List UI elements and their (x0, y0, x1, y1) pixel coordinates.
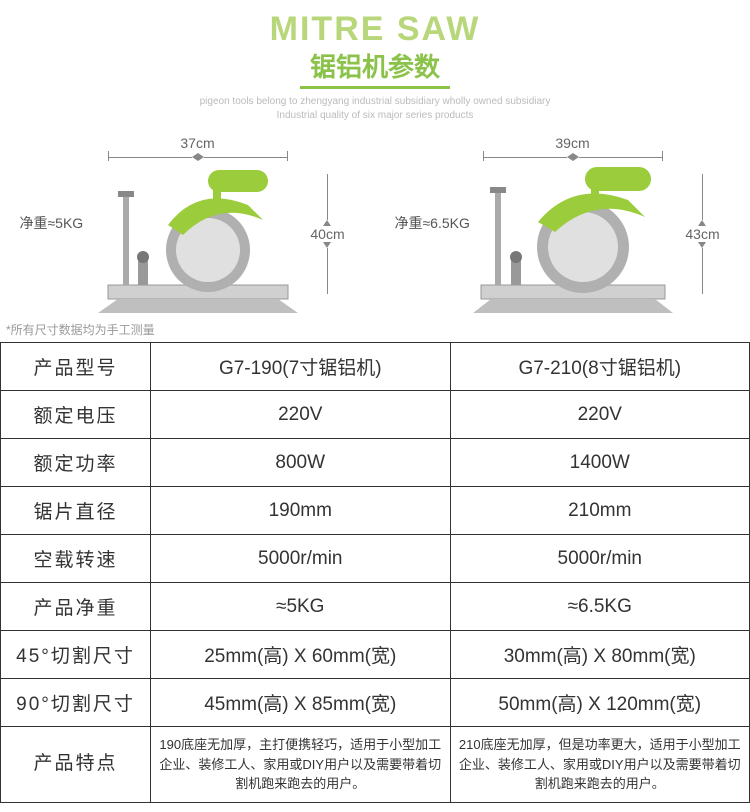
dimension-width-2: 39cm (483, 135, 663, 161)
cell-blade-1: 190mm (151, 487, 451, 535)
label-rpm: 空载转速 (1, 535, 151, 583)
cell-features-1: 190底座无加厚，主打便携轻巧，适用于小型加工企业、装修工人、家用或DIY用户以… (151, 727, 451, 803)
label-cut90: 90°切割尺寸 (1, 679, 151, 727)
title-chinese: 锯铝机参数 (300, 47, 450, 89)
width-label-1: 37cm (180, 135, 214, 151)
cell-weight-1: ≈5KG (151, 583, 451, 631)
row-rpm: 空载转速 5000r/min 5000r/min (1, 535, 750, 583)
cell-power-1: 800W (151, 439, 451, 487)
product-diagram-2: 39cm 净重≈6.5KG 43cm (393, 135, 733, 315)
cell-cut45-1: 25mm(高) X 60mm(宽) (151, 631, 451, 679)
height-label-2: 43cm (685, 226, 719, 242)
cell-rpm-1: 5000r/min (151, 535, 451, 583)
height-label-1: 40cm (310, 226, 344, 242)
saw-illustration-2 (473, 165, 673, 315)
cell-rpm-2: 5000r/min (450, 535, 750, 583)
cell-model-2: G7-210(8寸锯铝机) (450, 343, 750, 391)
row-cut45: 45°切割尺寸 25mm(高) X 60mm(宽) 30mm(高) X 80mm… (1, 631, 750, 679)
row-voltage: 额定电压 220V 220V (1, 391, 750, 439)
title-english: MITRE SAW (0, 10, 750, 49)
subtitle-line-1: pigeon tools belong to zhengyang industr… (0, 95, 750, 109)
row-features: 产品特点 190底座无加厚，主打便携轻巧，适用于小型加工企业、装修工人、家用或D… (1, 727, 750, 803)
label-voltage: 额定电压 (1, 391, 151, 439)
disclaimer: *所有尺寸数据均为手工测量 (0, 319, 750, 342)
row-model: 产品型号 G7-190(7寸锯铝机) G7-210(8寸锯铝机) (1, 343, 750, 391)
cell-blade-2: 210mm (450, 487, 750, 535)
subtitle-line-2: Industrial quality of six major series p… (0, 109, 750, 123)
width-label-2: 39cm (555, 135, 589, 151)
cell-voltage-1: 220V (151, 391, 451, 439)
label-model: 产品型号 (1, 343, 151, 391)
cell-weight-2: ≈6.5KG (450, 583, 750, 631)
dimension-width-1: 37cm (108, 135, 288, 161)
product-diagrams: 37cm 净重≈5KG 40cm 39cm 净重≈6.5KG (0, 135, 750, 315)
label-cut45: 45°切割尺寸 (1, 631, 151, 679)
header: MITRE SAW 锯铝机参数 pigeon tools belong to z… (0, 0, 750, 127)
weight-label-2: 净重≈6.5KG (395, 213, 470, 233)
label-weight: 产品净重 (1, 583, 151, 631)
subtitle: pigeon tools belong to zhengyang industr… (0, 95, 750, 123)
row-weight: 产品净重 ≈5KG ≈6.5KG (1, 583, 750, 631)
cell-voltage-2: 220V (450, 391, 750, 439)
weight-label-1: 净重≈5KG (20, 213, 84, 233)
row-power: 额定功率 800W 1400W (1, 439, 750, 487)
cell-cut90-1: 45mm(高) X 85mm(宽) (151, 679, 451, 727)
dimension-height-2: 43cm (681, 163, 725, 305)
cell-power-2: 1400W (450, 439, 750, 487)
cell-model-1: G7-190(7寸锯铝机) (151, 343, 451, 391)
cell-features-2: 210底座无加厚，但是功率更大，适用于小型加工企业、装修工人、家用或DIY用户以… (450, 727, 750, 803)
row-blade: 锯片直径 190mm 210mm (1, 487, 750, 535)
product-diagram-1: 37cm 净重≈5KG 40cm (18, 135, 358, 315)
label-power: 额定功率 (1, 439, 151, 487)
saw-illustration-1 (98, 165, 298, 315)
cell-cut45-2: 30mm(高) X 80mm(宽) (450, 631, 750, 679)
spec-table: 产品型号 G7-190(7寸锯铝机) G7-210(8寸锯铝机) 额定电压 22… (0, 342, 750, 803)
label-features: 产品特点 (1, 727, 151, 803)
label-blade: 锯片直径 (1, 487, 151, 535)
dimension-height-1: 40cm (306, 163, 350, 305)
cell-cut90-2: 50mm(高) X 120mm(宽) (450, 679, 750, 727)
row-cut90: 90°切割尺寸 45mm(高) X 85mm(宽) 50mm(高) X 120m… (1, 679, 750, 727)
